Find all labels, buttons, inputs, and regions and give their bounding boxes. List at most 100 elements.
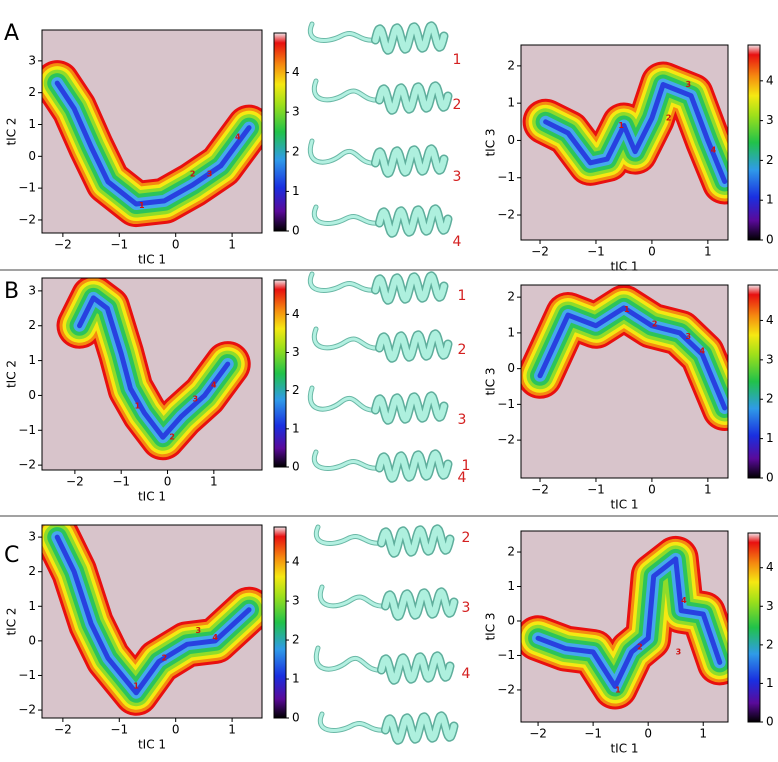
coil <box>317 584 388 609</box>
y-tick-label: 1 <box>28 599 36 613</box>
colorbar-tick-label: 2 <box>766 392 774 406</box>
helix <box>372 392 447 424</box>
y-tick-label: −1 <box>18 423 36 437</box>
x-axis-label: tIC 1 <box>610 260 638 274</box>
x-tick-label: 1 <box>210 475 218 489</box>
coil <box>308 139 377 165</box>
coil <box>308 272 377 292</box>
y-tick-label: 2 <box>28 564 36 578</box>
panel-letter: C <box>4 543 19 568</box>
coil <box>312 327 381 350</box>
coil <box>311 326 382 351</box>
x-tick-label: 0 <box>172 238 180 252</box>
structure-label: 4 <box>458 470 467 486</box>
x-tick-label: −2 <box>54 723 72 737</box>
y-tick-label: 1 <box>507 325 515 339</box>
structure-label: 3 <box>453 169 462 185</box>
helix <box>382 588 457 620</box>
state-label: 2 <box>637 642 643 651</box>
protein-structure <box>307 385 449 425</box>
y-tick-label: 0 <box>507 361 515 375</box>
x-tick-label: 0 <box>164 475 172 489</box>
structure-label: 1 <box>458 288 467 304</box>
colorbar-tick-label: 4 <box>766 560 774 574</box>
colorbar-tick-label: 3 <box>766 352 774 366</box>
x-tick-label: −1 <box>584 727 602 741</box>
y-axis-label: tIC 2 <box>5 607 19 635</box>
y-tick-label: 0 <box>507 613 515 627</box>
y-tick-label: −1 <box>18 668 36 682</box>
coil <box>314 525 383 545</box>
y-tick-label: 0 <box>507 133 515 147</box>
x-axis-label: tIC 1 <box>138 738 166 752</box>
structure-label: 2 <box>462 530 471 546</box>
colorbar-tick-label: 0 <box>766 233 774 247</box>
y-tick-label: −1 <box>18 181 36 195</box>
y-axis-label: tIC 3 <box>484 367 498 395</box>
colorbar <box>273 279 287 468</box>
coil <box>314 646 383 672</box>
helix <box>382 712 457 744</box>
state-label: 4 <box>212 633 218 642</box>
x-tick-label: 1 <box>704 483 712 497</box>
plot-frame <box>520 284 729 479</box>
coil <box>312 205 381 225</box>
protein-structure <box>311 449 453 483</box>
y-tick-label: −2 <box>497 433 515 447</box>
colorbar-tick-label: 4 <box>292 307 300 321</box>
state-label: 1 <box>139 201 145 210</box>
landscape <box>522 61 728 205</box>
y-tick-label: −2 <box>18 458 36 472</box>
plot-frame <box>520 530 729 723</box>
basin-contour <box>54 534 252 696</box>
protein-structure <box>307 271 449 305</box>
y-tick-label: −1 <box>497 170 515 184</box>
colorbar-tick-label: 0 <box>292 711 300 725</box>
landscape <box>42 525 262 716</box>
x-tick-label: −2 <box>531 245 549 259</box>
colorbar-tick-label: 1 <box>292 184 300 198</box>
state-label: 4 <box>211 380 217 389</box>
basin-contour <box>54 80 252 207</box>
colorbar-tick-label: 2 <box>766 637 774 651</box>
x-tick-label: −1 <box>587 483 605 497</box>
state-label: 1 <box>133 681 139 690</box>
state-label: 4 <box>711 145 717 154</box>
y-tick-label: 3 <box>28 530 36 544</box>
y-tick-label: −2 <box>497 682 515 696</box>
colorbar-tick-label: 2 <box>292 383 300 397</box>
colorbar-tick-label: 0 <box>766 471 774 485</box>
x-tick-label: −2 <box>529 727 547 741</box>
y-tick-label: −2 <box>18 703 36 717</box>
x-tick-label: −2 <box>54 238 72 252</box>
x-tick-label: −1 <box>110 723 128 737</box>
x-tick-label: 0 <box>648 245 656 259</box>
colorbar-tick-label: 3 <box>292 345 300 359</box>
state-label: 1 <box>624 305 630 314</box>
x-tick-label: −2 <box>531 483 549 497</box>
plot-frame <box>41 277 263 471</box>
y-tick-label: −1 <box>497 397 515 411</box>
colorbar-tick-label: 1 <box>292 421 300 435</box>
structure-label: 4 <box>462 666 471 682</box>
basin-contour <box>535 556 723 689</box>
y-tick-label: 1 <box>507 96 515 110</box>
y-tick-label: 2 <box>507 58 515 72</box>
basin-contour <box>537 305 728 411</box>
colorbar-tick-label: 3 <box>292 594 300 608</box>
colorbar <box>747 284 761 479</box>
state-label: 3 <box>195 626 201 635</box>
colorbar-tick-label: 4 <box>292 555 300 569</box>
state-label: 4 <box>681 596 687 605</box>
x-tick-label: 0 <box>644 727 652 741</box>
helix <box>372 272 447 304</box>
landscape <box>521 285 728 431</box>
colorbar-tick-label: 1 <box>766 676 774 690</box>
y-axis-label: tIC 3 <box>484 128 498 156</box>
y-tick-label: 1 <box>28 117 36 131</box>
structure-label: 3 <box>462 600 471 616</box>
y-tick-label: −2 <box>18 212 36 226</box>
protein-structure <box>317 711 459 745</box>
state-label: 1 <box>135 401 141 410</box>
coil <box>311 78 382 103</box>
